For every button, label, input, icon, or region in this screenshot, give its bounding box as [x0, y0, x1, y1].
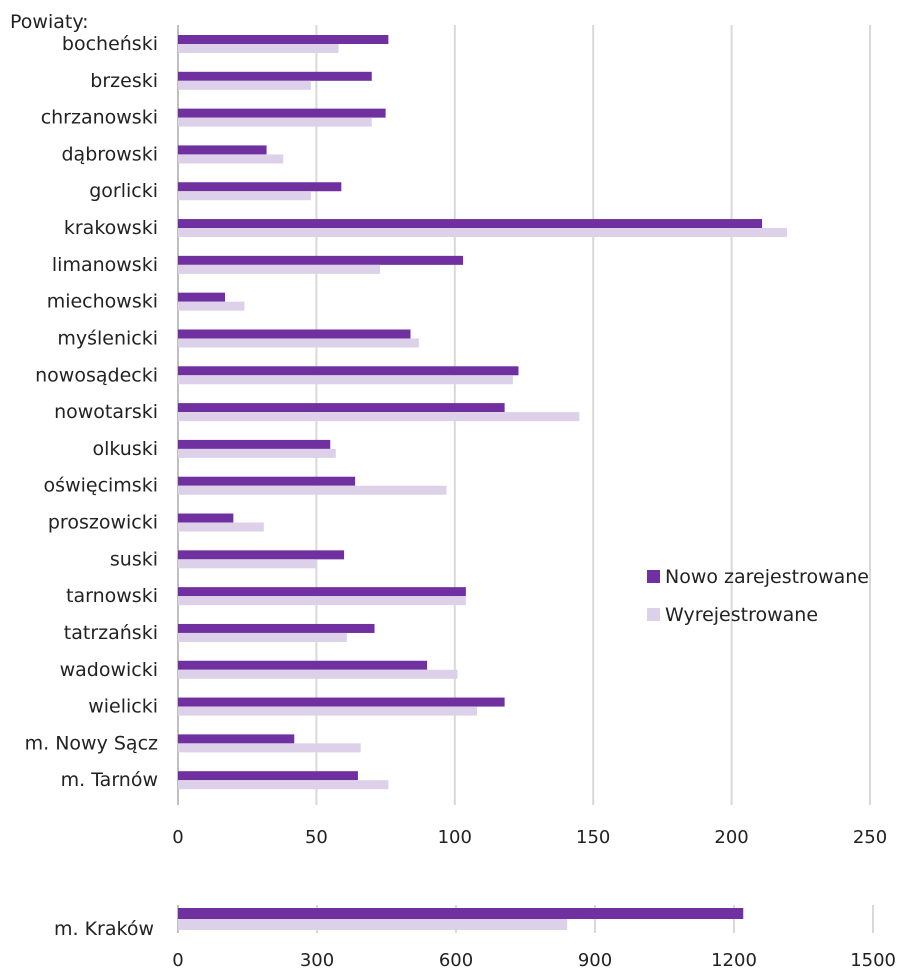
bar-nowo-brzeski — [178, 71, 372, 81]
bar-wyrej-wadowicki — [178, 669, 458, 679]
category-label-olkuski: olkuski — [92, 438, 158, 460]
sub-x-tick-label-1200: 1200 — [711, 950, 757, 969]
bar-nowo-m-tarnów — [178, 771, 358, 781]
bar-wyrej-chrzanowski — [178, 117, 372, 127]
sub-x-tick-label-0: 0 — [172, 950, 183, 969]
bar-nowo-m-nowy-sącz — [178, 734, 295, 744]
bar-nowo-tarnowski — [178, 587, 466, 597]
bar-wyrej-proszowicki — [178, 522, 264, 532]
sub-x-tick-label-1500: 1500 — [850, 950, 896, 969]
bar-wyrej-miechowski — [178, 301, 245, 311]
bar-wyrej-m-krakow — [178, 919, 568, 930]
legend-swatch-nowo — [647, 570, 660, 583]
category-label-dąbrowski: dąbrowski — [61, 143, 158, 165]
bar-nowo-nowosądecki — [178, 366, 519, 376]
bar-nowo-tatrzański — [178, 623, 375, 633]
bar-wyrej-bocheński — [178, 44, 339, 53]
bar-wyrej-krakowski — [178, 228, 787, 238]
bar-nowo-wadowicki — [178, 660, 428, 670]
sub-category-labels: m. Kraków — [54, 918, 154, 940]
legend-swatch-wyrej — [647, 608, 660, 621]
main-bars — [178, 35, 787, 790]
bar-wyrej-olkuski — [178, 448, 336, 458]
category-label-bocheński: bocheński — [62, 33, 158, 55]
category-label-suski: suski — [110, 548, 158, 570]
category-label-oświęcimski: oświęcimski — [44, 475, 158, 497]
bar-nowo-gorlicki — [178, 182, 342, 192]
bar-wyrej-brzeski — [178, 80, 311, 90]
legend-label-nowo: Nowo zarejestrowane — [665, 566, 869, 588]
category-label-wielicki: wielicki — [88, 696, 158, 718]
category-label-brzeski: brzeski — [90, 70, 158, 92]
main-category-labels: bocheński brzeski chrzanowski dąbrowski gorl… — [25, 33, 158, 791]
category-label-wadowicki: wadowicki — [60, 659, 158, 681]
bar-wyrej-nowosądecki — [178, 375, 513, 385]
chart-title: Powiaty: — [10, 11, 89, 33]
category-label-limanowski: limanowski — [52, 254, 158, 276]
bar-nowo-chrzanowski — [178, 108, 386, 118]
sub-x-tick-label-900: 900 — [578, 950, 612, 969]
bar-nowo-miechowski — [178, 292, 226, 302]
bar-wyrej-myślenicki — [178, 338, 419, 348]
bar-nowo-nowotarski — [178, 403, 505, 413]
x-tick-label-100: 100 — [438, 827, 472, 848]
bar-nowo-limanowski — [178, 255, 464, 265]
category-label-m-nowy-sącz: m. Nowy Sącz — [25, 732, 158, 754]
bar-wyrej-oświęcimski — [178, 485, 447, 495]
bar-nowo-m-krakow — [178, 908, 744, 919]
bar-nowo-suski — [178, 550, 345, 560]
bar-wyrej-m-nowy-sącz — [178, 743, 361, 753]
legend: Nowo zarejestrowane Wyrejestrowane — [647, 566, 869, 626]
bar-nowo-bocheński — [178, 35, 389, 44]
category-label-myślenicki: myślenicki — [57, 327, 158, 349]
category-label-nowotarski: nowotarski — [54, 401, 158, 423]
x-tick-label-200: 200 — [714, 827, 748, 848]
bar-nowo-olkuski — [178, 439, 331, 449]
x-tick-label-250: 250 — [853, 827, 887, 848]
sub-x-tick-label-600: 600 — [439, 950, 473, 969]
category-label-miechowski: miechowski — [47, 291, 158, 313]
main-x-ticks: 0 50 100 150 200 250 — [172, 827, 887, 848]
category-label-chrzanowski: chrzanowski — [41, 107, 158, 129]
bar-nowo-krakowski — [178, 219, 763, 229]
bar-wyrej-m-tarnów — [178, 780, 389, 790]
bar-nowo-dąbrowski — [178, 145, 267, 155]
legend-label-wyrej: Wyrejestrowane — [665, 604, 818, 626]
category-label-krakowski: krakowski — [64, 217, 158, 239]
category-label-proszowicki: proszowicki — [48, 512, 158, 534]
bar-nowo-wielicki — [178, 697, 505, 707]
category-label-nowosądecki: nowosądecki — [35, 364, 158, 386]
bar-nowo-myślenicki — [178, 329, 411, 339]
bar-wyrej-suski — [178, 559, 317, 569]
x-tick-label-50: 50 — [305, 827, 328, 848]
bar-nowo-oświęcimski — [178, 476, 356, 486]
bar-wyrej-tatrzański — [178, 632, 347, 642]
x-tick-label-150: 150 — [576, 827, 610, 848]
x-tick-label-0: 0 — [172, 827, 183, 848]
bar-wyrej-wielicki — [178, 706, 477, 716]
category-label-m-krakow: m. Kraków — [54, 918, 154, 940]
sub-bars — [178, 908, 744, 930]
category-label-gorlicki: gorlicki — [89, 180, 158, 202]
bar-wyrej-dąbrowski — [178, 154, 284, 164]
sub-x-tick-label-300: 300 — [300, 950, 334, 969]
bar-wyrej-nowotarski — [178, 412, 580, 422]
category-label-m-tarnów: m. Tarnów — [61, 769, 158, 791]
bar-wyrej-gorlicki — [178, 191, 311, 201]
category-label-tatrzański: tatrzański — [64, 622, 158, 644]
bar-wyrej-limanowski — [178, 264, 381, 274]
sub-x-ticks: 0 300 600 900 1200 1500 — [172, 950, 896, 969]
bar-nowo-proszowicki — [178, 513, 234, 523]
bar-wyrej-tarnowski — [178, 596, 466, 606]
category-label-tarnowski: tarnowski — [66, 585, 158, 607]
